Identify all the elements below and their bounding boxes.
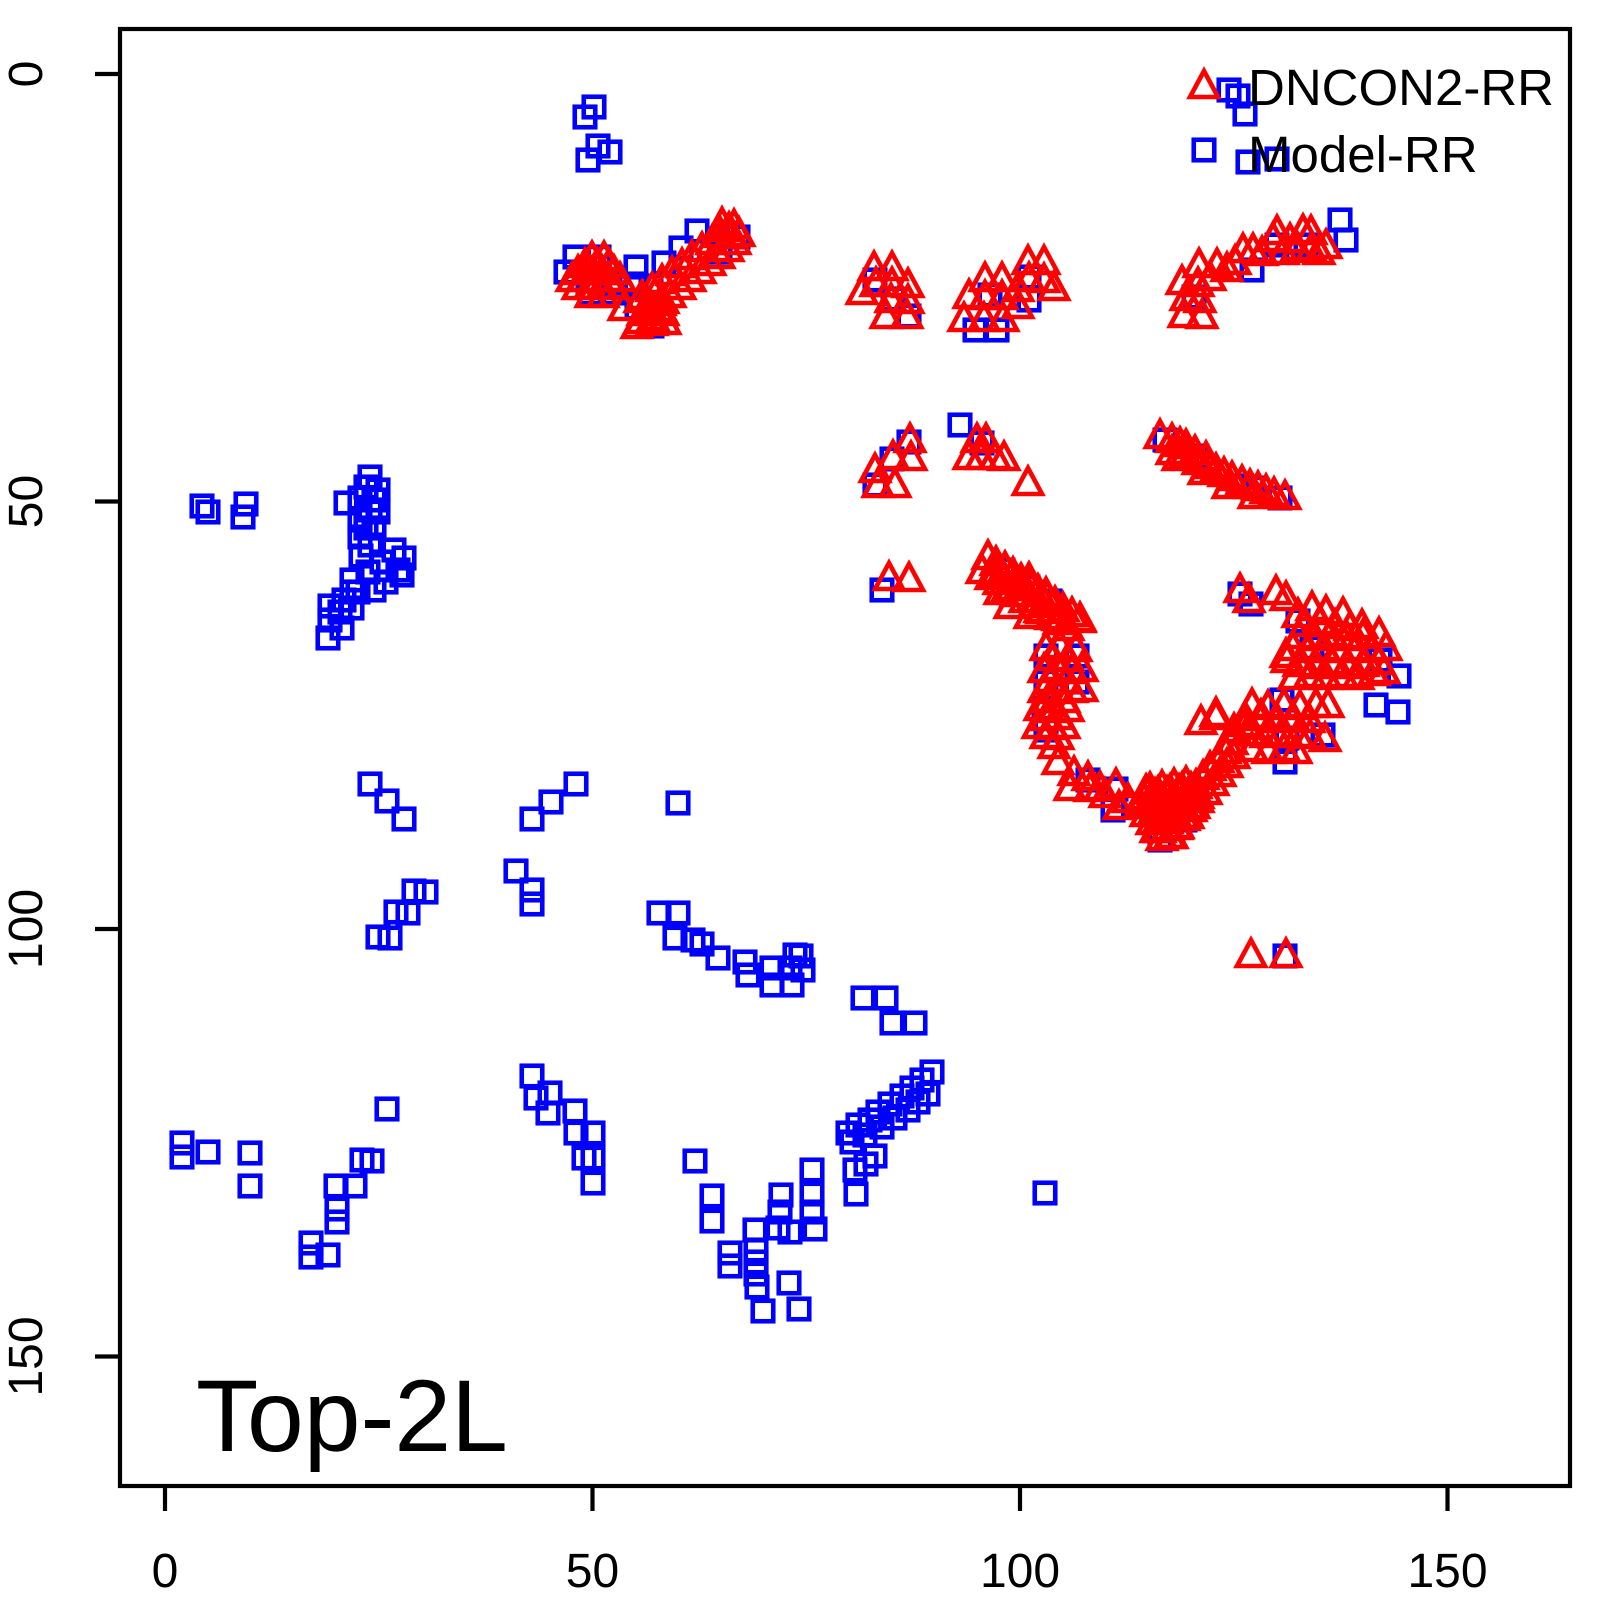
svg-text:Top-2L: Top-2L <box>196 1359 508 1473</box>
svg-text:100: 100 <box>980 1545 1060 1598</box>
svg-text:DNCON2-RR: DNCON2-RR <box>1248 59 1554 116</box>
svg-text:100: 100 <box>0 889 53 969</box>
svg-text:150: 150 <box>0 1316 53 1396</box>
svg-text:Model-RR: Model-RR <box>1248 126 1478 183</box>
svg-text:0: 0 <box>152 1545 179 1598</box>
svg-text:150: 150 <box>1407 1545 1487 1598</box>
svg-text:0: 0 <box>0 61 53 88</box>
svg-text:50: 50 <box>0 475 53 528</box>
svg-text:50: 50 <box>566 1545 619 1598</box>
